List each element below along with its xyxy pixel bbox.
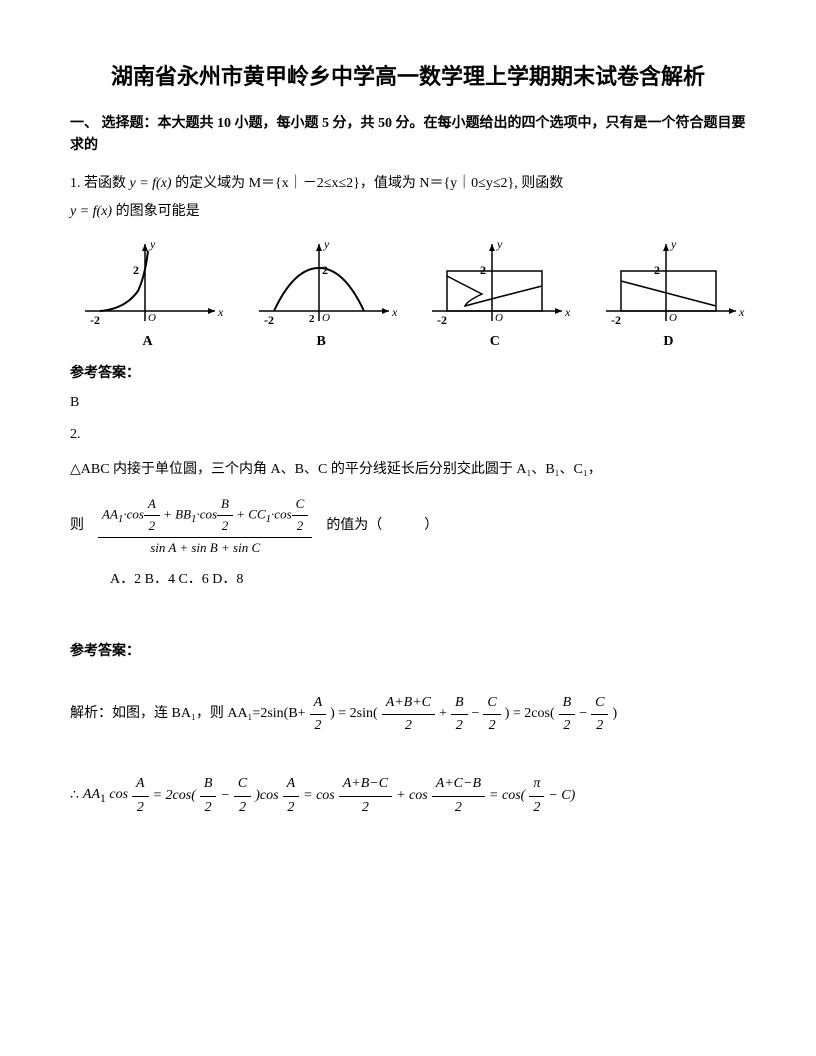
q2-l2-c2: C2 [234,773,251,819]
svg-text:y: y [670,237,677,251]
q2-explain-frac-b2: B2 [451,692,468,738]
q2-paren2: ) = 2cos( [505,703,555,725]
svg-text:x: x [564,305,571,319]
svg-text:2: 2 [309,313,315,325]
question-1: 1. 若函数 y = f(x) 的定义域为 M＝{x｜－2≤x≤2}，值域为 N… [70,170,746,226]
q2-explain-frac-c2: C2 [483,692,500,738]
q2-minus1: − [472,703,480,725]
q2-main-fraction: AA1·cosA2 + BB1·cosB2 + CC1·cosC2 sin A … [98,494,312,558]
q2-aa1: AA1 cos [83,784,128,808]
q2-cos2: )cos [255,785,278,807]
q2-therefore: ∴ [70,785,79,807]
q1-fx2: y = f(x) [70,204,112,219]
graph-row: x y 2 -2 O A x y 2 -2 2 O B [70,236,746,353]
graph-d-svg: x y 2 -2 O [591,236,746,331]
q2-paren3: ) [612,703,617,725]
q2-l2-a2b: A2 [283,773,300,819]
graph-d: x y 2 -2 O D [591,236,746,353]
q2-minusc: − C) [548,785,575,807]
graph-a: x y 2 -2 O A [70,236,225,353]
graph-c-label: C [417,331,572,353]
q2-minus3: − [220,785,229,807]
graph-b-svg: x y 2 -2 2 O [244,236,399,331]
graph-c-svg: x y 2 -2 O [417,236,572,331]
q2-l2-pi2: π2 [529,773,544,819]
svg-text:2: 2 [480,263,486,277]
q2-eq3: = cos( [489,785,525,807]
q1-answer: B [70,392,746,414]
graph-b: x y 2 -2 2 O B [244,236,399,353]
question-2: △ABC 内接于单位圆，三个内角 A、B、C 的平分线延长后分别交此圆于 A₁、… [70,456,746,484]
svg-text:x: x [391,305,398,319]
q2-plus1: + [439,703,447,725]
q2-l2-a2: A2 [132,773,149,819]
section-header: 一、 选择题：本大题共 10 小题，每小题 5 分，共 50 分。在每小题给出的… [70,113,746,158]
q2-options: A．2 B．4 C．6 D．8 [110,569,746,591]
q2-minus2: − [579,703,587,725]
q2-eq2: = cos [303,785,335,807]
q2-num: 2. [70,424,746,446]
svg-text:x: x [217,305,224,319]
q2-explain-frac-b2b: B2 [559,692,576,738]
svg-text:-2: -2 [90,313,100,327]
q2-l2-b2: B2 [200,773,217,819]
q2-explain-frac-a2: A2 [310,692,327,738]
svg-text:y: y [149,237,156,251]
q2-plus2: + cos [396,785,428,807]
q2-answer-label: 参考答案： [70,641,746,663]
q2-value-of: 的值为（ ） [326,515,438,537]
graph-c: x y 2 -2 O C [417,236,572,353]
svg-text:O: O [495,312,503,324]
graph-a-label: A [70,331,225,353]
q2-l2-abc2: A+C−B2 [432,773,485,819]
graph-a-svg: x y 2 -2 O [70,236,225,331]
q2-explain-frac-c2b: C2 [591,692,608,738]
page-title: 湖南省永州市黄甲岭乡中学高一数学理上学期期末试卷含解析 [70,60,746,93]
q2-then: 则 [70,515,84,537]
q2-explain-line2: ∴ AA1 cos A2 = 2cos( B2 − C2 )cos A2 = c… [70,773,746,819]
q1-mid1: 的定义域为 M＝{x｜－2≤x≤2}，值域为 N＝{y｜0≤y≤2}, 则函数 [175,176,563,191]
q2-eq1: = 2cos( [153,785,196,807]
svg-text:-2: -2 [611,313,621,327]
svg-text:-2: -2 [437,313,447,327]
graph-b-label: B [244,331,399,353]
svg-text:2: 2 [654,263,660,277]
q2-explain-line1: 解析：如图，连 BA₁，则 AA₁=2sin(B+ A2 ) = 2sin( A… [70,692,746,738]
svg-text:-2: -2 [264,313,274,327]
svg-text:O: O [148,312,156,324]
svg-text:O: O [322,312,330,324]
q1-mid2: 的图象可能是 [116,204,200,219]
svg-text:x: x [738,305,745,319]
q1-answer-label: 参考答案： [70,363,746,385]
q2-explain-prefix: 解析：如图，连 BA₁，则 AA₁=2sin(B+ [70,703,306,725]
q2-l2-abc1: A+B−C2 [339,773,392,819]
svg-text:y: y [496,237,503,251]
svg-text:O: O [669,312,677,324]
q1-fx: y = f(x) [130,176,172,191]
q2-paren1: ) = 2sin( [330,703,378,725]
graph-d-label: D [591,331,746,353]
svg-text:y: y [323,237,330,251]
svg-text:2: 2 [133,263,139,277]
q1-prefix: 1. 若函数 [70,176,126,191]
q2-formula-line: 则 AA1·cosA2 + BB1·cosB2 + CC1·cosC2 sin … [70,494,746,558]
q2-explain-frac-sum: A+B+C2 [382,692,435,738]
